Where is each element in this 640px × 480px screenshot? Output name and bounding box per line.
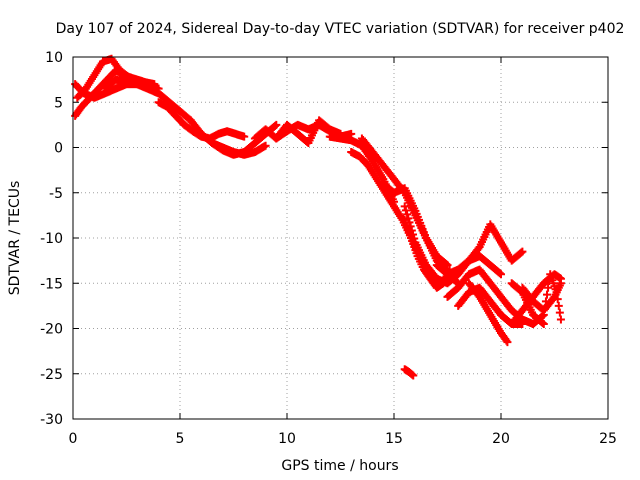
- data-point: [401, 206, 410, 215]
- data-point: [474, 244, 483, 253]
- data-point: [541, 297, 550, 306]
- data-point: [404, 214, 413, 223]
- x-axis-ticks: 0 5 10 15 20 25: [69, 57, 617, 447]
- data-point: [407, 226, 416, 235]
- y-tick-label: 5: [54, 95, 63, 111]
- data-point: [553, 295, 562, 304]
- series-arc-4: [101, 75, 195, 125]
- x-tick-label: 25: [599, 431, 617, 447]
- y-tick-label: -20: [40, 322, 63, 338]
- data-point: [495, 269, 504, 278]
- data-point: [261, 141, 270, 150]
- data-point: [552, 288, 561, 297]
- x-tick-label: 20: [492, 431, 510, 447]
- data-point: [410, 234, 419, 243]
- data-point: [400, 202, 409, 211]
- y-axis-ticks: -30 -25 -20 -15 -10 -5 0 5 10: [40, 50, 608, 428]
- x-tick-label: 10: [278, 431, 296, 447]
- y-tick-label: 0: [54, 141, 63, 157]
- data-point: [240, 132, 249, 141]
- data-point: [443, 261, 452, 270]
- y-axis-label: SDTVAR / TECUs: [7, 181, 23, 296]
- series-arc-16: [432, 220, 527, 279]
- data-point: [502, 336, 511, 345]
- data-point: [544, 283, 553, 292]
- y-tick-label: -10: [40, 231, 63, 247]
- data-point: [517, 248, 526, 257]
- chart-title: Day 107 of 2024, Sidereal Day-to-day VTE…: [56, 21, 625, 37]
- data-point: [405, 218, 414, 227]
- data-point: [538, 311, 547, 320]
- data-point: [538, 318, 547, 327]
- data-points: [71, 54, 565, 380]
- x-tick-label: 0: [69, 431, 78, 447]
- y-tick-label: -30: [40, 412, 63, 428]
- series-arc-19: [464, 279, 512, 347]
- y-tick-label: 10: [45, 50, 63, 66]
- data-point: [271, 121, 280, 130]
- data-point: [497, 270, 505, 279]
- data-point: [518, 247, 527, 256]
- x-tick-label: 15: [385, 431, 403, 447]
- data-point: [554, 301, 563, 310]
- x-axis-label: GPS time / hours: [281, 458, 398, 474]
- data-point: [503, 338, 512, 347]
- data-point: [409, 230, 418, 239]
- y-tick-label: -25: [40, 367, 63, 383]
- x-tick-label: 5: [176, 431, 185, 447]
- y-tick-label: -5: [49, 186, 63, 202]
- data-point: [406, 222, 415, 231]
- data-point: [403, 210, 412, 219]
- data-point: [556, 315, 565, 324]
- data-point: [539, 310, 548, 319]
- data-point: [555, 308, 564, 317]
- data-point: [543, 290, 552, 299]
- data-point: [556, 279, 565, 288]
- data-point: [409, 371, 418, 380]
- data-point: [540, 304, 549, 313]
- series-arc-24: [400, 365, 418, 380]
- data-point: [150, 80, 159, 89]
- series-arc-23: [507, 279, 548, 328]
- data-point: [518, 319, 527, 328]
- data-point: [272, 120, 281, 129]
- series-arc-22: [529, 270, 565, 328]
- series-arc-5: [154, 98, 249, 143]
- y-tick-label: -15: [40, 276, 63, 292]
- data-point: [442, 260, 451, 269]
- data-point: [539, 319, 548, 328]
